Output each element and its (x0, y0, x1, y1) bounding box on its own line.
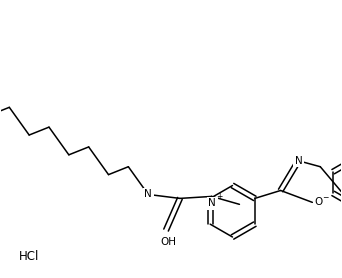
Text: +: + (216, 192, 222, 201)
Text: N: N (294, 156, 302, 166)
Text: OH: OH (160, 237, 176, 247)
Text: O: O (314, 197, 323, 207)
Text: N: N (144, 189, 152, 199)
Text: HCl: HCl (19, 250, 40, 263)
Text: −: − (322, 193, 328, 202)
Text: N: N (208, 198, 216, 208)
